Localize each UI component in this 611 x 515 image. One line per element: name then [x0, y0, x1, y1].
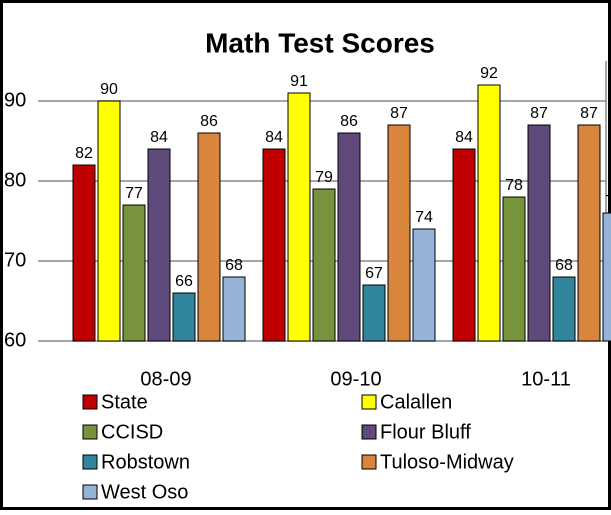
legend-label: Calallen [380, 391, 452, 413]
data-label: 84 [455, 129, 473, 146]
bar [412, 228, 436, 342]
legend-label: State [101, 391, 148, 413]
bar [172, 292, 196, 342]
data-label: 86 [200, 113, 218, 130]
data-label: 74 [415, 209, 433, 226]
data-label: 82 [75, 145, 93, 162]
bar [222, 276, 246, 342]
bar [477, 84, 501, 342]
data-label: 78 [505, 177, 523, 194]
data-label: 84 [265, 129, 283, 146]
bar [312, 188, 336, 342]
data-label: 90 [100, 81, 118, 98]
bar [527, 124, 551, 342]
bar [122, 204, 146, 342]
bar [147, 148, 171, 342]
bar [387, 124, 411, 342]
bar [502, 196, 526, 342]
bar [452, 148, 476, 342]
data-label: 79 [315, 169, 333, 186]
legend-label: Flour Bluff [380, 421, 471, 443]
bar [337, 132, 361, 342]
bar [577, 124, 601, 342]
y-tick-label: 80 [4, 169, 26, 191]
bar [262, 148, 286, 342]
data-label: 84 [150, 129, 168, 146]
legend-swatch [361, 454, 377, 470]
legend-swatch [82, 394, 98, 410]
data-label: 87 [580, 105, 598, 122]
bar [197, 132, 221, 342]
data-label: 67 [365, 265, 383, 282]
bar [362, 284, 386, 342]
bar [552, 276, 576, 342]
bar [602, 212, 611, 342]
data-label: 86 [340, 113, 358, 130]
data-label: 92 [480, 65, 498, 82]
bar [72, 164, 96, 342]
data-label: 87 [390, 105, 408, 122]
legend-swatch [361, 424, 377, 440]
legend-label: Tuloso-Midway [380, 451, 514, 473]
bar [287, 92, 311, 342]
x-tick-label: 08-09 [140, 368, 191, 390]
data-label: 87 [530, 105, 548, 122]
data-label: 91 [290, 73, 308, 90]
legend-swatch [82, 424, 98, 440]
data-label: 76 [605, 193, 611, 210]
x-tick-label: 09-10 [330, 368, 381, 390]
x-tick-label: 10-11 [521, 368, 571, 390]
chart-title: Math Test Scores [205, 27, 435, 58]
data-label: 68 [555, 257, 573, 274]
legend-swatch [82, 484, 98, 500]
y-tick-label: 60 [4, 329, 26, 351]
bar [97, 100, 121, 342]
legend-swatch [82, 454, 98, 470]
legend-label: CCISD [101, 421, 163, 443]
y-tick-label: 90 [4, 89, 26, 111]
data-label: 77 [125, 185, 143, 202]
data-label: 68 [225, 257, 243, 274]
y-tick-label: 70 [4, 249, 26, 271]
data-label: 66 [175, 273, 193, 290]
legend-label: West Oso [101, 481, 188, 503]
legend-swatch [361, 394, 377, 410]
legend-label: Robstown [101, 451, 190, 473]
